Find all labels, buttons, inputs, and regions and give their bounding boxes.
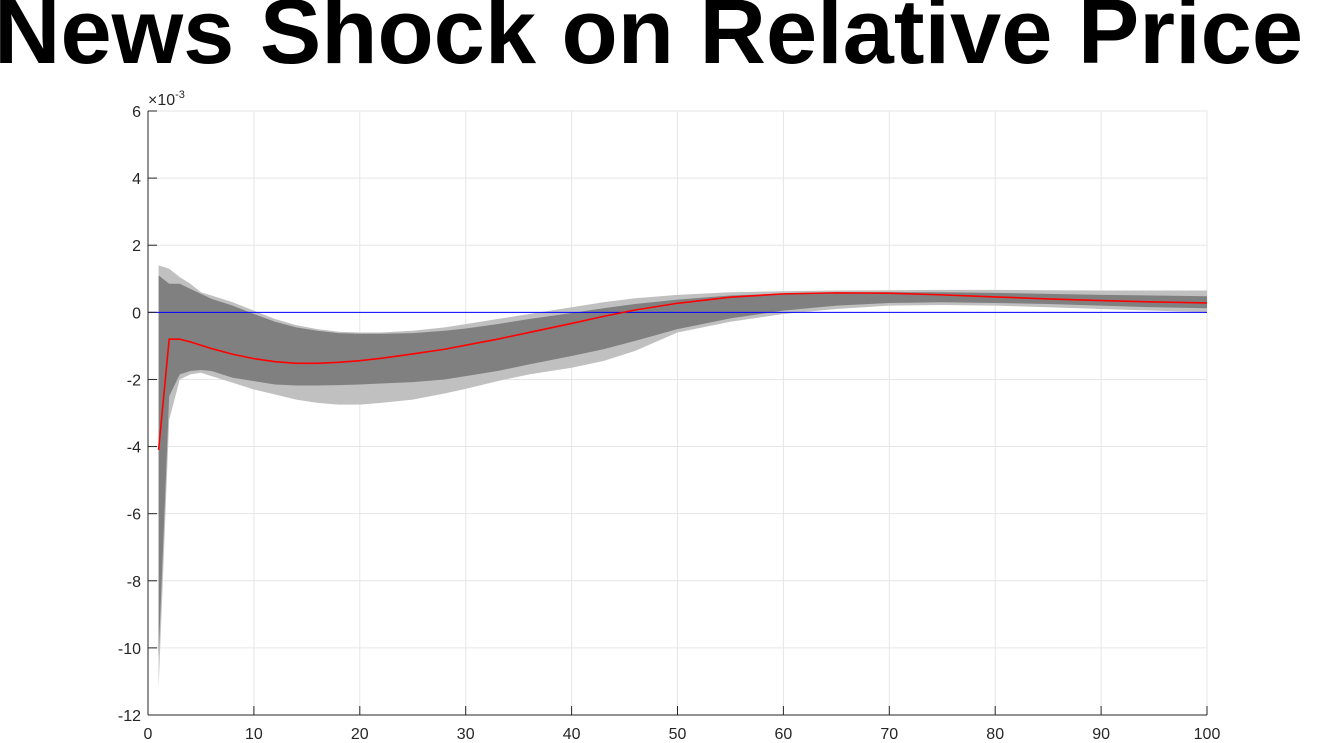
x-tick-label: 40 <box>563 726 581 743</box>
line-layer <box>148 292 1208 450</box>
x-tick-label: 50 <box>669 726 687 743</box>
y-tick-label: 2 <box>132 238 141 255</box>
y-tick-label: -2 <box>127 372 141 389</box>
chart-title: News Shock on Relative Price <box>0 0 1303 78</box>
x-tick-label: 80 <box>986 726 1004 743</box>
y-tick-label: 4 <box>132 171 141 188</box>
y-tick-label: -6 <box>127 507 141 524</box>
y-tick-label: 6 <box>132 104 141 121</box>
grid-layer <box>147 110 1208 716</box>
x-tick-label: 0 <box>144 726 153 743</box>
y-tick-label: -10 <box>118 641 141 658</box>
x-tick-label: 90 <box>1092 726 1110 743</box>
y-tick-label: -4 <box>127 440 141 457</box>
x-tick-label: 30 <box>457 726 475 743</box>
x-tick-label: 70 <box>880 726 898 743</box>
x-tick-label: 10 <box>245 726 263 743</box>
x-tick-label: 60 <box>775 726 793 743</box>
label-layer: 0 10 20 30 40 50 60 70 80 90 100 -12 -10 -8 -6 -4 -2 0 2 4 6 <box>118 104 1221 743</box>
band-layer <box>158 265 1208 689</box>
y-tick-label: 0 <box>132 305 141 322</box>
y-tick-label: -8 <box>127 574 141 591</box>
axis-layer <box>147 110 1208 716</box>
inner-confidence-band <box>158 275 1208 658</box>
y-tick-label: -12 <box>118 708 141 725</box>
x-tick-label: 20 <box>351 726 369 743</box>
y-exponent-label: ×10-3 <box>148 89 185 109</box>
x-tick-label: 100 <box>1194 726 1221 743</box>
median-response-line <box>157 292 1208 450</box>
